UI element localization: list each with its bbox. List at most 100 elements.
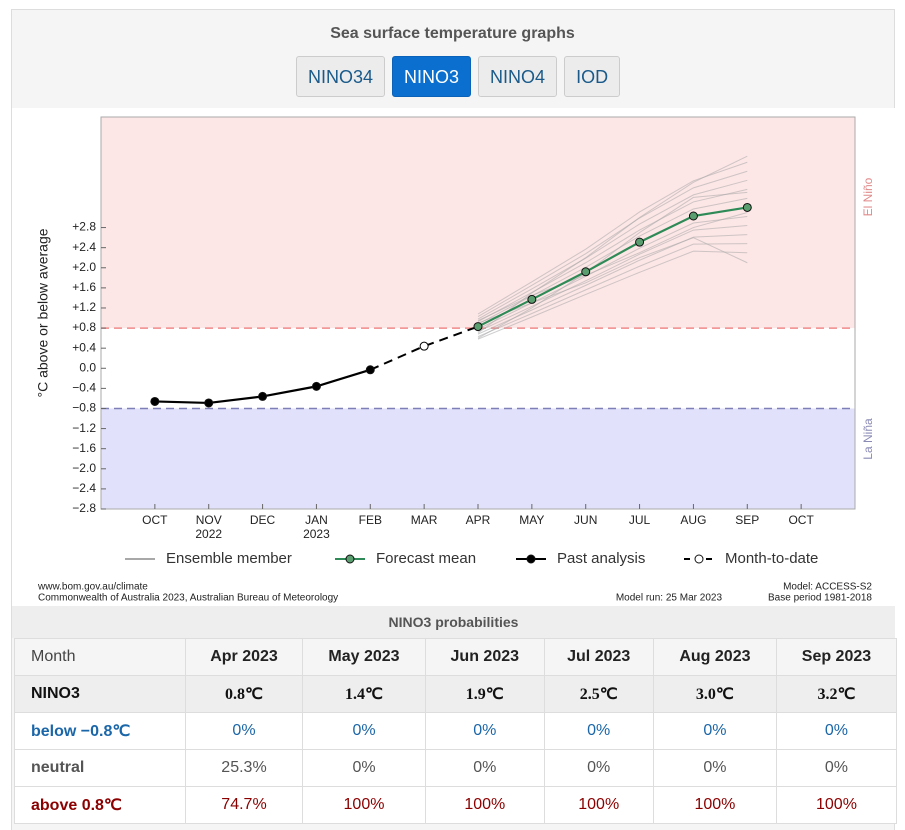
marker (365, 365, 375, 375)
y-tick-label: −2.0 (72, 461, 96, 475)
row-label: neutral (14, 749, 186, 787)
ensemble-line (477, 170, 748, 317)
footer-model: Model: ACCESS-S2 (783, 582, 872, 593)
table-cell: 0% (775, 712, 898, 750)
ensemble-line (477, 243, 748, 338)
x-tick-label: JUN (574, 513, 597, 527)
marker (150, 396, 160, 406)
ensemble-line (477, 250, 748, 340)
marker (311, 381, 321, 391)
table-cell: 0% (775, 749, 898, 787)
table-row: below −0.8℃ 0% 0% 0% 0% 0% 0% (14, 712, 898, 750)
series-line (477, 206, 748, 328)
tab-button[interactable]: NINO34 (296, 56, 386, 97)
footer-source: www.bom.gov.au/climate (37, 582, 148, 593)
table-cell: 0% (301, 749, 427, 787)
column-header: Jun 2023 (425, 638, 545, 676)
y-tick-label: +2.4 (72, 240, 96, 254)
tab-button[interactable]: NINO3 (392, 56, 472, 97)
tab-button[interactable]: IOD (564, 56, 621, 97)
x-year-label: 2022 (195, 527, 222, 541)
column-header: Sep 2023 (775, 638, 898, 676)
region (101, 117, 855, 329)
table-cell: 0.8℃ (185, 675, 303, 713)
y-tick-label: +2.0 (72, 260, 96, 274)
marker (742, 202, 752, 212)
y-tick-label: +2.8 (72, 220, 96, 234)
legend-label: Ensemble member (166, 550, 292, 567)
legend-marker (694, 554, 704, 564)
legend-label: Forecast mean (376, 550, 476, 567)
legend-label: Past analysis (557, 550, 645, 567)
y-tick-label: −1.2 (72, 421, 96, 435)
table-cell: 1.9℃ (425, 675, 545, 713)
tabs: NINO34 NINO3 NINO4 IOD (296, 56, 621, 97)
x-tick-label: JAN (305, 513, 328, 527)
marker (419, 341, 429, 351)
x-tick-label: OCT (788, 513, 814, 527)
x-tick-label: SEP (735, 513, 759, 527)
column-header: Jul 2023 (543, 638, 654, 676)
table-cell: 0% (425, 712, 545, 750)
region (101, 408, 855, 509)
table-cell: 100% (652, 786, 777, 824)
y-tick-label: +0.8 (72, 320, 96, 334)
marker (527, 294, 537, 304)
table-cell: 0% (543, 712, 654, 750)
chart: El Niño La Niña −2.8 −2.4 −2.0 −1.6 −1.2 −0.8 −0… (34, 116, 876, 604)
y-tick-label: −2.8 (72, 501, 96, 515)
marker (581, 267, 591, 277)
y-tick-label: +1.2 (72, 300, 96, 314)
row-label: above 0.8℃ (14, 786, 186, 824)
region-label: La Niña (861, 418, 875, 460)
table-cell: 25.3% (185, 749, 303, 787)
marker (204, 398, 214, 408)
table-header-row: Month Apr 2023 May 2023 Jun 2023 Jul 2023 Aug… (14, 638, 898, 676)
column-header: Aug 2023 (652, 638, 777, 676)
x-year-label: 2023 (303, 527, 330, 541)
y-axis-label: °C above or below average (35, 228, 51, 397)
table-cell: 0% (185, 712, 303, 750)
connector-line (369, 325, 479, 371)
table-cell: 100% (425, 786, 545, 824)
legend-label: Month-to-date (725, 550, 818, 567)
marker (635, 237, 645, 247)
x-tick-label: MAR (411, 513, 438, 527)
marker (473, 322, 483, 332)
page-title: Sea surface temperature graphs (330, 25, 575, 42)
table-cell: 0% (652, 712, 777, 750)
ensemble-line (477, 212, 748, 321)
table-cell: 0% (543, 749, 654, 787)
table-row: NINO3 0.8℃ 1.4℃ 1.9℃ 2.5℃ 3.0℃ 3.2℃ (14, 675, 898, 713)
table-cell: 0% (425, 749, 545, 787)
table-cell: 3.2℃ (775, 675, 898, 713)
footer-model-run: Model run: 25 Mar 2023 (616, 593, 723, 604)
marker (688, 211, 698, 221)
y-tick-label: +0.4 (72, 340, 96, 354)
column-header: Month (14, 638, 186, 676)
x-tick-label: AUG (680, 513, 706, 527)
x-tick-label: APR (466, 513, 491, 527)
ensemble-line (477, 179, 748, 320)
x-tick-label: OCT (142, 513, 168, 527)
footer-copyright: Commonwealth of Australia 2023, Australi… (38, 593, 338, 604)
column-header: May 2023 (301, 638, 427, 676)
ensemble-line (477, 188, 748, 322)
ensemble-line (477, 237, 748, 324)
y-tick-label: +1.6 (72, 280, 96, 294)
table-row: neutral 25.3% 0% 0% 0% 0% 0% (14, 749, 898, 787)
row-label: below −0.8℃ (14, 712, 186, 750)
legend-marker (345, 554, 355, 564)
ensemble-line (477, 216, 748, 330)
footer-base: Base period 1981-2018 (768, 593, 872, 604)
table-title: NINO3 probabilities (12, 606, 895, 638)
table-cell: 2.5℃ (543, 675, 654, 713)
table-cell: 74.7% (185, 786, 303, 824)
tab-button[interactable]: NINO4 (478, 56, 558, 97)
y-tick-label: −1.6 (72, 441, 96, 455)
x-tick-label: NOV (196, 513, 222, 527)
y-tick-label: −0.8 (72, 401, 96, 415)
table-row: above 0.8℃ 74.7% 100% 100% 100% 100% 100% (14, 786, 898, 824)
table-cell: 3.0℃ (652, 675, 777, 713)
y-tick-label: −0.4 (72, 381, 96, 395)
